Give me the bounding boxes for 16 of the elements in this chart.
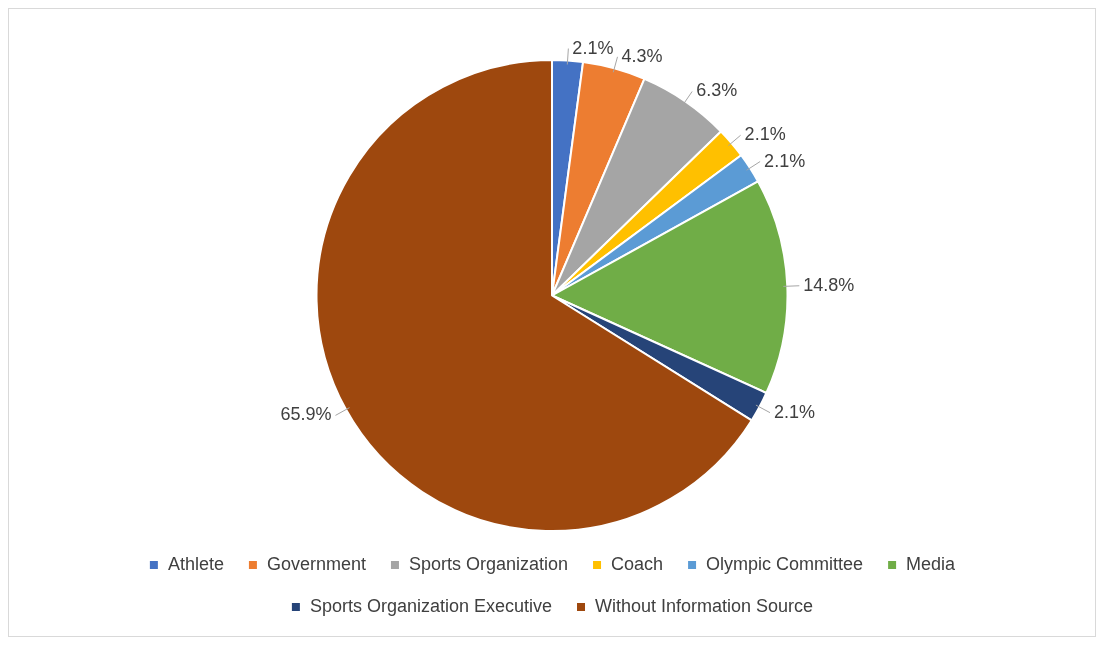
legend-label: Sports Organization [408,553,569,574]
legend-label: Sports Organization Executive [309,595,553,616]
legend-label: Media [906,553,957,574]
data-label: 14.8% [803,274,855,295]
legend-label: Government [266,553,366,574]
legend-label: Athlete [167,553,224,574]
legend-label: Without Information Source [595,595,814,616]
data-label: 2.1% [572,37,614,58]
data-label: 4.3% [621,45,663,66]
legend-label: Olympic Committee [706,553,864,574]
data-label: 6.3% [696,80,738,101]
legend-label: Coach [611,553,664,574]
data-label: 2.1% [774,401,816,422]
data-label: 2.1% [764,150,806,171]
data-label: 65.9% [280,404,332,425]
data-label: 2.1% [744,124,786,145]
